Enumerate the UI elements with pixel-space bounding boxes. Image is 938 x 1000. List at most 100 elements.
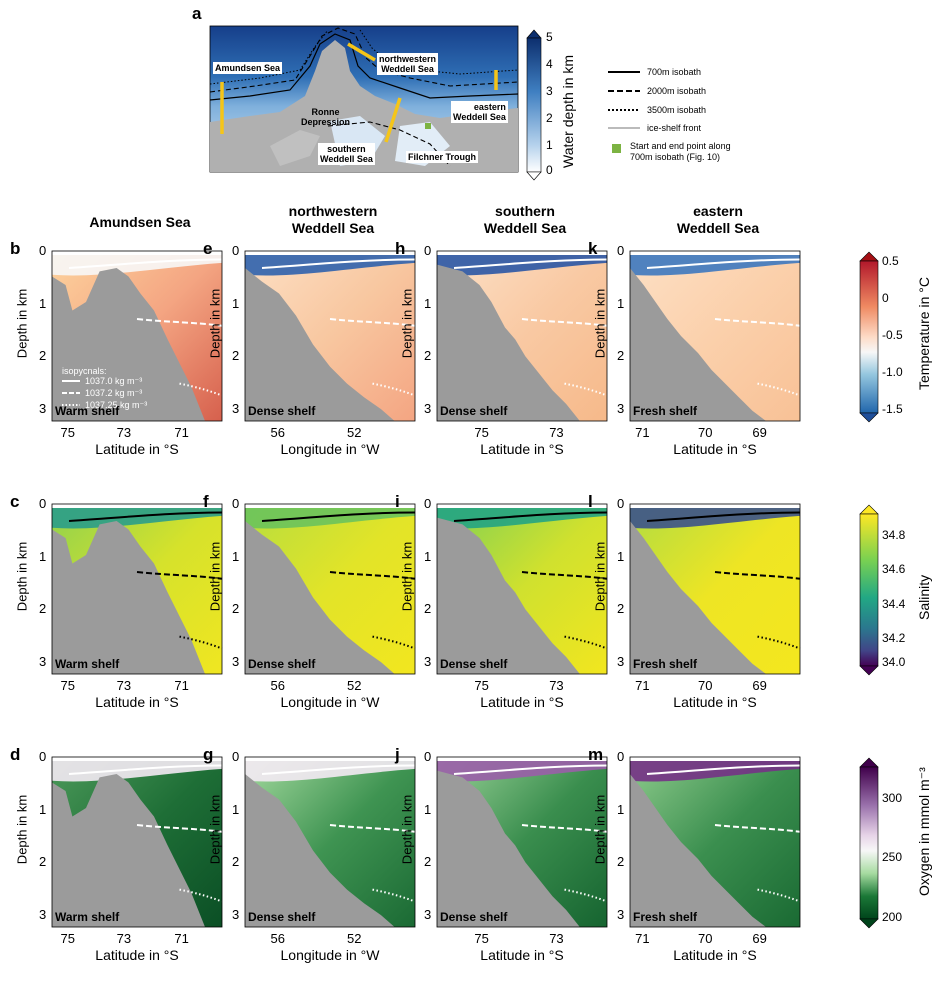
- x-axis-label: Longitude in °W: [280, 441, 380, 457]
- temperature-colorbar-label: Temperature in °C: [916, 277, 932, 390]
- y-tick-label: 3: [232, 401, 240, 417]
- panel-letter-h: h: [395, 239, 406, 258]
- x-tick-label: 71: [174, 678, 189, 693]
- isopycnal-item: 1037.25 kg m⁻³: [85, 400, 148, 410]
- shelf-type-label: Dense shelf: [440, 657, 508, 671]
- y-tick-label: 1: [424, 801, 432, 817]
- section-panel-d: [51, 756, 223, 928]
- y-tick-label: 2: [617, 601, 625, 617]
- temperature-tick: -0.5: [882, 328, 903, 342]
- x-tick-label: 69: [752, 425, 767, 440]
- y-tick-label: 0: [424, 749, 432, 764]
- y-tick-label: 0: [39, 243, 47, 258]
- x-tick-label: 73: [549, 425, 564, 440]
- x-tick-label: 56: [270, 931, 285, 946]
- oxygen-tick: 300: [882, 791, 903, 805]
- panel-letter-k: k: [588, 239, 598, 258]
- y-tick-label: 2: [39, 348, 47, 364]
- oxygen-tick: 250: [882, 850, 903, 864]
- x-tick-label: 71: [635, 425, 650, 440]
- shelf-type-label: Warm shelf: [55, 657, 120, 671]
- y-tick-label: 3: [232, 654, 240, 670]
- section-panel-i: [436, 503, 608, 675]
- y-tick-label: 3: [39, 654, 47, 670]
- x-tick-label: 73: [116, 425, 132, 440]
- column-title-s-weddell: southern Weddell Sea: [483, 203, 567, 236]
- depth-tick: 4: [546, 57, 553, 71]
- shelf-type-label: Fresh shelf: [633, 404, 698, 418]
- y-tick-label: 2: [617, 348, 625, 364]
- x-tick-label: 56: [270, 425, 285, 440]
- y-tick-label: 1: [232, 801, 240, 817]
- x-axis-label: Latitude in °S: [95, 947, 179, 963]
- y-tick-label: 3: [617, 907, 625, 923]
- x-axis-label: Latitude in °S: [673, 441, 757, 457]
- panel-letter-e: e: [203, 239, 213, 258]
- y-tick-label: 3: [617, 401, 625, 417]
- temperature-colorbar: [859, 251, 879, 423]
- y-axis-label: Depth in km: [592, 541, 608, 611]
- depth-tick: 3: [546, 84, 553, 98]
- y-tick-label: 0: [617, 496, 625, 511]
- x-tick-label: 52: [347, 425, 362, 440]
- y-axis-label: Depth in km: [399, 794, 415, 864]
- y-tick-label: 2: [617, 854, 625, 870]
- x-tick-label: 70: [698, 931, 713, 946]
- shelf-type-label: Warm shelf: [55, 404, 120, 418]
- temperature-tick: 0.5: [882, 254, 899, 268]
- salinity-tick: 34.2: [882, 631, 906, 645]
- y-tick-label: 0: [232, 243, 240, 258]
- y-tick-label: 3: [39, 401, 47, 417]
- panel-letter-f: f: [203, 492, 209, 511]
- section-panel-b: [51, 250, 223, 422]
- y-tick-label: 2: [424, 348, 432, 364]
- y-tick-label: 2: [424, 601, 432, 617]
- x-tick-label: 70: [698, 678, 713, 693]
- legend-2000m: 2000m isobath: [647, 86, 707, 96]
- y-tick-label: 0: [39, 496, 47, 511]
- y-tick-label: 2: [232, 854, 240, 870]
- y-tick-label: 2: [39, 601, 47, 617]
- y-axis-label: Depth in km: [399, 541, 415, 611]
- salinity-tick: 34.0: [882, 655, 906, 669]
- x-tick-label: 73: [116, 678, 132, 693]
- oxygen-colorbar-label: Oxygen in mmol m⁻³: [916, 767, 932, 896]
- panel-letter-c: c: [10, 492, 20, 511]
- shelf-type-label: Dense shelf: [248, 910, 316, 924]
- y-tick-label: 0: [39, 749, 47, 764]
- temperature-tick: -1.0: [882, 365, 903, 379]
- y-axis-label: Depth in km: [14, 794, 30, 864]
- depth-tick: 5: [546, 30, 553, 44]
- x-axis-label: Latitude in °S: [95, 441, 179, 457]
- y-tick-label: 2: [39, 854, 47, 870]
- shelf-type-label: Warm shelf: [55, 910, 120, 924]
- legend-iceshelf: ice-shelf front: [647, 123, 702, 133]
- x-tick-label: 71: [635, 931, 650, 946]
- oxygen-tick: 200: [882, 910, 903, 924]
- y-axis-label: Depth in km: [207, 288, 223, 358]
- y-tick-label: 0: [617, 243, 625, 258]
- isopycnal-legend-lines: [62, 380, 80, 406]
- depth-colorbar-label: Water depth in km: [560, 54, 576, 168]
- section-panel-k: [629, 250, 801, 422]
- x-tick-label: 56: [270, 678, 285, 693]
- x-tick-label: 71: [174, 931, 189, 946]
- x-axis-label: Longitude in °W: [280, 947, 380, 963]
- y-tick-label: 2: [232, 601, 240, 617]
- map-label-e-weddell: eastern Weddell Sea: [451, 101, 508, 123]
- y-tick-label: 0: [424, 243, 432, 258]
- x-axis-label: Latitude in °S: [95, 694, 179, 710]
- x-axis-label: Latitude in °S: [673, 947, 757, 963]
- y-tick-label: 1: [617, 295, 625, 311]
- x-tick-label: 52: [347, 678, 362, 693]
- isopycnal-title: isopycnals:: [62, 366, 107, 376]
- isopycnal-item: 1037.0 kg m⁻³: [85, 376, 143, 386]
- panel-letter-m: m: [588, 745, 604, 764]
- y-axis-label: Depth in km: [207, 794, 223, 864]
- x-tick-label: 71: [174, 425, 189, 440]
- x-tick-label: 70: [698, 425, 713, 440]
- section-panel-j: [436, 756, 608, 928]
- shelf-type-label: Dense shelf: [440, 404, 508, 418]
- x-axis-label: Latitude in °S: [480, 694, 564, 710]
- shelf-type-label: Fresh shelf: [633, 657, 698, 671]
